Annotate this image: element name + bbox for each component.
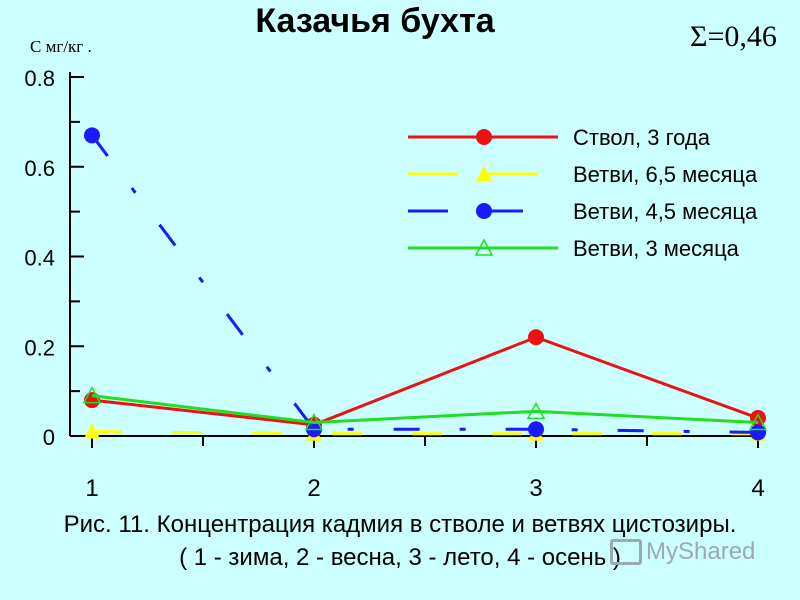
y-tick-label: 0.6 — [24, 156, 55, 181]
figure-caption: Рис. 11. Концентрация кадмия в стволе и … — [0, 508, 800, 574]
y-tick-label: 0.8 — [24, 66, 55, 91]
chart-title: Казачья бухта — [255, 2, 495, 40]
watermark: MyShared — [610, 538, 755, 566]
caption-line-2: ( 1 - зима, 2 - весна, 3 - лето, 4 - осе… — [179, 544, 621, 571]
series-2-point — [84, 423, 100, 439]
series-4-point — [304, 412, 324, 431]
series-1-point — [84, 392, 100, 409]
sum-annotation: Σ=0,46 — [690, 20, 777, 53]
series-4-point — [526, 401, 546, 420]
x-tick-label: 3 — [529, 475, 542, 502]
series-3-point — [528, 421, 544, 438]
series-line-1 — [91, 335, 759, 427]
x-tick-label: 2 — [307, 475, 320, 502]
legend-marker-4 — [474, 238, 494, 256]
legend-marker-1 — [476, 129, 492, 145]
caption-line-1: Рис. 11. Концентрация кадмия в стволе и … — [63, 511, 737, 538]
x-tick-label: 4 — [751, 475, 764, 502]
series-4-point — [82, 386, 102, 404]
series-line-2 — [91, 430, 758, 436]
series-1-point — [528, 329, 544, 346]
legend-label-3: Ветви, 4,5 месяца — [573, 199, 758, 224]
legend-label-4: Ветви, 3 месяца — [573, 236, 740, 261]
x-tick-label: 1 — [85, 475, 98, 502]
watermark-text: MyShared — [646, 538, 756, 565]
y-tick-label: 0.2 — [24, 335, 55, 360]
y-axis-label: С мг/кг . — [30, 37, 92, 56]
legend-marker-2 — [476, 166, 492, 181]
series-3-point — [84, 127, 100, 144]
legend-marker-3 — [476, 203, 492, 219]
legend-label-1: Ствол, 3 года — [573, 125, 711, 150]
legend-label-2: Ветви, 6,5 месяца — [573, 162, 758, 187]
series-4-point — [748, 412, 768, 431]
presentation-icon — [610, 539, 642, 565]
series-line-4 — [91, 394, 759, 425]
y-tick-label: 0.4 — [24, 246, 55, 271]
series-3-point — [750, 424, 766, 441]
y-tick-label: 0 — [43, 425, 55, 450]
